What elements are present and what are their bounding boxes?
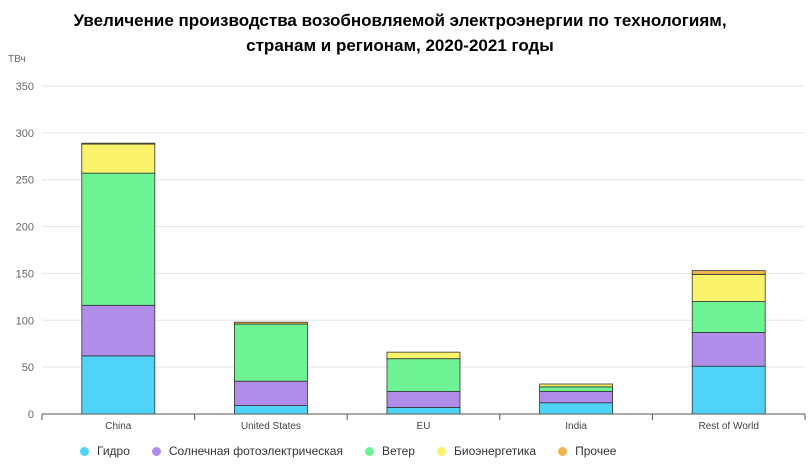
y-tick-label: 100 — [16, 315, 34, 327]
bar-segment — [691, 332, 766, 367]
y-tick-label: 350 — [16, 81, 34, 93]
x-tick-label: India — [565, 421, 587, 432]
gridlines — [42, 85, 805, 368]
bar-segment — [81, 304, 156, 357]
bar-segment — [386, 407, 461, 415]
legend-swatch — [436, 446, 446, 456]
bar-segment — [233, 321, 308, 325]
legend-item: Биоэнергетика — [436, 444, 537, 458]
y-tick-label: 300 — [16, 128, 34, 140]
legend-swatch — [151, 446, 161, 456]
legend-label: Биоэнергетика — [453, 444, 537, 458]
y-tick-label: 0 — [28, 409, 34, 421]
chart-title-line-1: Увеличение производства возобновляемой э… — [73, 11, 727, 30]
bar-segment — [539, 383, 613, 388]
legend-label: Ветер — [381, 444, 415, 458]
bar-segment — [539, 402, 613, 415]
y-tick-label: 200 — [16, 222, 34, 234]
legend-swatch — [364, 446, 374, 456]
bar-segment — [81, 355, 156, 415]
bar-segment — [539, 386, 613, 392]
bars — [81, 142, 766, 415]
legend-item: Гидро — [80, 444, 130, 458]
legend-label: Солнечная фотоэлектрическая — [168, 444, 343, 458]
y-axis-ticks: 0 50 100 150 200 250 300 350 — [16, 81, 34, 421]
y-axis-unit-label: ТВч — [8, 54, 26, 65]
bar-segment — [539, 391, 613, 404]
bar-segment — [386, 358, 461, 392]
legend-label: Прочее — [575, 444, 617, 458]
bar-segment — [81, 143, 156, 174]
bar-segment — [81, 172, 156, 306]
bar-segment — [233, 405, 308, 415]
bar-segment — [233, 380, 308, 406]
legend-swatch — [80, 446, 89, 456]
y-tick-label: 150 — [16, 268, 34, 280]
bar-segment — [386, 391, 461, 408]
legend-item: Прочее — [558, 444, 616, 458]
bar-segment — [691, 301, 766, 333]
bar-stack — [539, 383, 613, 415]
x-tick-label: United States — [241, 421, 301, 432]
bar-stack — [233, 321, 308, 415]
y-tick-label: 50 — [22, 362, 34, 374]
chart-title: Увеличение производства возобновляемой э… — [40, 8, 760, 58]
legend-label: Гидро — [97, 444, 130, 458]
bar-segment — [233, 323, 308, 382]
x-axis: China United States EU India Rest of World — [41, 413, 806, 432]
legend-item: Ветер — [364, 444, 415, 458]
bar-segment — [691, 365, 766, 415]
legend-swatch — [558, 446, 568, 456]
legend-item: Солнечная фотоэлектрическая — [151, 444, 343, 458]
x-tick-label: EU — [417, 421, 431, 432]
bar-stack — [81, 142, 156, 415]
bar-segment — [691, 270, 766, 275]
bar-segment — [386, 351, 461, 360]
y-tick-label: 250 — [16, 175, 34, 187]
bar-stack — [386, 351, 461, 415]
x-tick-label: Rest of World — [699, 421, 759, 432]
bar-segment — [81, 142, 156, 145]
chart-title-line-2: странам и регионам, 2020-2021 годы — [246, 36, 554, 55]
legend: Гидро Солнечная фотоэлектрическая Ветер Био… — [80, 442, 638, 460]
bar-stack — [691, 270, 766, 415]
x-tick-label: China — [105, 421, 132, 432]
bar-segment — [691, 273, 766, 302]
